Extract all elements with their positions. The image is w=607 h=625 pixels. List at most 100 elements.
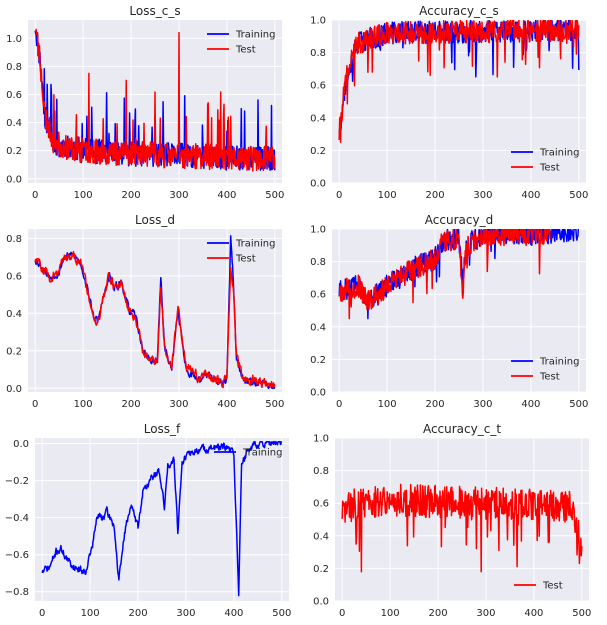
y-tick-label: 0.4 xyxy=(313,531,329,542)
x-tick-label: 300 xyxy=(473,399,492,410)
y-tick-label: 0.6 xyxy=(6,271,22,282)
x-tick-label: 100 xyxy=(74,190,93,201)
y-tick-label: 0.2 xyxy=(313,564,329,575)
chart-6: 0 100 200 300 400 500 0.0 0.2 0.4 0.6 0.8 1.0 Accura… xyxy=(313,422,591,619)
plot-area xyxy=(335,438,589,601)
x-tick-label: 100 xyxy=(81,608,100,619)
x-tick-label: 400 xyxy=(521,190,540,201)
y-tick-label: 0.6 xyxy=(310,81,326,92)
x-tick-label: 300 xyxy=(176,608,195,619)
x-tick-label: 400 xyxy=(217,190,236,201)
y-tick-label: 0.4 xyxy=(310,113,326,124)
x-tick-label: 100 xyxy=(381,608,400,619)
x-tick-label: 500 xyxy=(569,190,588,201)
legend-label: Training xyxy=(539,357,579,368)
y-tick-label: 0.0 xyxy=(13,439,29,450)
series-line-test xyxy=(34,250,276,389)
y-tick-label: 1.0 xyxy=(310,16,326,27)
y-tick-label: 0.8 xyxy=(6,234,22,245)
chart-1: 0 100 200 300 400 500 0.0 0.2 0.4 0.6 0.8 1.0 Loss_c… xyxy=(6,4,284,201)
x-tick-label: 200 xyxy=(121,399,140,410)
y-tick-label: −0.4 xyxy=(5,513,29,524)
chart-5: 0 100 200 300 400 500 0.0 −0.2 −0.4 −0.6 −0.8 Loss_… xyxy=(5,422,292,619)
y-tick-label: 0.2 xyxy=(6,146,22,157)
x-tick-label: 100 xyxy=(378,399,397,410)
legend-label: Training xyxy=(539,148,579,159)
x-tick-label: 300 xyxy=(169,399,188,410)
legend-label: Test xyxy=(235,254,256,265)
y-tick-label: 1.0 xyxy=(310,225,326,236)
y-tick-label: 0.8 xyxy=(6,62,22,73)
x-tick-label: 200 xyxy=(428,608,447,619)
x-tick-label: 0 xyxy=(39,608,45,619)
x-tick-label: 0 xyxy=(32,190,38,201)
y-tick-label: 0.0 xyxy=(310,179,326,190)
y-tick-label: 1.0 xyxy=(313,434,329,445)
y-tick-label: 1.0 xyxy=(6,34,22,45)
legend-label: Training xyxy=(235,239,275,250)
x-tick-label: 500 xyxy=(572,608,591,619)
x-tick-label: 200 xyxy=(121,190,140,201)
y-tick-label: 0.2 xyxy=(310,146,326,157)
x-tick-label: 0 xyxy=(336,190,342,201)
y-tick-label: 0.0 xyxy=(6,174,22,185)
plot-area xyxy=(35,438,289,601)
y-tick-label: 0.8 xyxy=(310,257,326,268)
series-line-test xyxy=(341,483,583,573)
x-tick-label: 400 xyxy=(217,399,236,410)
y-tick-label: 0.6 xyxy=(313,499,329,510)
x-tick-label: 300 xyxy=(169,190,188,201)
y-tick-label: 0.4 xyxy=(6,118,22,129)
x-tick-label: 0 xyxy=(336,399,342,410)
y-tick-label: 0.2 xyxy=(310,355,326,366)
chart-title: Loss_d xyxy=(135,213,175,227)
legend-label: Training xyxy=(235,30,275,41)
x-tick-label: 500 xyxy=(569,399,588,410)
y-tick-label: 0.6 xyxy=(6,90,22,101)
x-tick-label: 300 xyxy=(473,190,492,201)
chart-title: Loss_f xyxy=(144,422,181,436)
chart-title: Loss_c_s xyxy=(129,4,180,18)
series-line-test xyxy=(338,20,580,144)
chart-3: 0 100 200 300 400 500 0.0 0.2 0.4 0.6 0.8 Loss_d Tra… xyxy=(6,213,284,410)
legend-label: Test xyxy=(539,163,560,174)
x-tick-label: 200 xyxy=(425,190,444,201)
chart-title: Accuracy_d xyxy=(425,213,493,227)
chart-2: 0 100 200 300 400 500 0.0 0.2 0.4 0.6 0.8 1.0 Accura… xyxy=(310,4,588,201)
y-tick-label: 0.8 xyxy=(310,48,326,59)
y-tick-label: 0.4 xyxy=(310,322,326,333)
series-line-training xyxy=(41,440,283,597)
y-tick-label: −0.8 xyxy=(5,587,29,598)
y-tick-label: −0.2 xyxy=(5,476,29,487)
chart-title: Accuracy_c_s xyxy=(419,4,499,18)
series-line-test xyxy=(34,28,276,172)
y-tick-label: 0.8 xyxy=(313,466,329,477)
y-tick-label: −0.6 xyxy=(5,550,29,561)
chart-4: 0 100 200 300 400 500 0.0 0.2 0.4 0.6 0.8 1.0 Accura… xyxy=(310,213,588,410)
legend-label: Test xyxy=(539,372,560,383)
x-tick-label: 400 xyxy=(224,608,243,619)
x-tick-label: 100 xyxy=(74,399,93,410)
y-tick-label: 0.4 xyxy=(6,309,22,320)
legend-label: Test xyxy=(542,581,563,592)
x-tick-label: 500 xyxy=(265,190,284,201)
chart-title: Accuracy_c_t xyxy=(423,422,501,436)
legend-label: Training xyxy=(242,448,282,459)
x-tick-label: 300 xyxy=(476,608,495,619)
plot-area xyxy=(332,229,586,392)
y-tick-label: 0.0 xyxy=(6,384,22,395)
x-tick-label: 500 xyxy=(272,608,291,619)
y-tick-label: 0.0 xyxy=(310,388,326,399)
x-tick-label: 400 xyxy=(521,399,540,410)
x-tick-label: 400 xyxy=(524,608,543,619)
x-tick-label: 0 xyxy=(32,399,38,410)
x-tick-label: 200 xyxy=(128,608,147,619)
x-tick-label: 200 xyxy=(425,399,444,410)
x-tick-label: 100 xyxy=(378,190,397,201)
y-tick-label: 0.0 xyxy=(313,597,329,608)
y-tick-label: 0.6 xyxy=(310,290,326,301)
legend-label: Test xyxy=(235,45,256,56)
x-tick-label: 500 xyxy=(265,399,284,410)
y-tick-label: 0.2 xyxy=(6,346,22,357)
